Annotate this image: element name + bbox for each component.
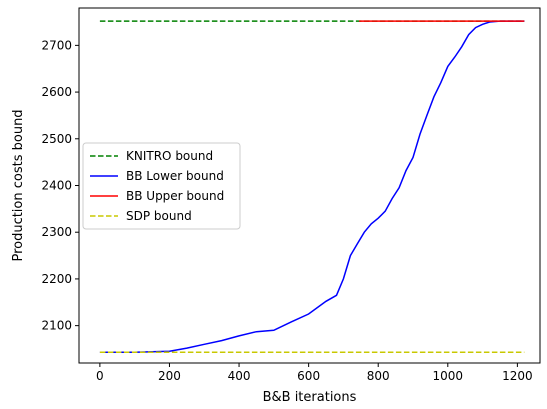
legend-entry: BB Lower bound [126, 169, 224, 183]
y-tick-label: 2400 [41, 179, 72, 193]
y-tick-label: 2300 [41, 225, 72, 239]
legend: KNITRO bound BB Lower bound BB Upper bound… [82, 142, 241, 230]
series-line-bb-lower-bound [99, 20, 525, 354]
y-tick-label: 2200 [41, 272, 72, 286]
x-tick-label: 800 [367, 369, 390, 383]
series-layer [99, 20, 525, 354]
y-tick-label: 2700 [41, 38, 72, 52]
legend-entry: SDP bound [126, 209, 192, 223]
y-tick-label: 2100 [41, 319, 72, 333]
x-tick-label: 0 [96, 369, 104, 383]
x-tick-label: 1200 [502, 369, 533, 383]
x-axis-label: B&B iterations [263, 390, 357, 405]
x-tick-label: 400 [228, 369, 251, 383]
legend-entry: KNITRO bound [126, 149, 213, 163]
legend-entry: BB Upper bound [126, 189, 224, 203]
y-axis-label: Production costs bound [11, 109, 26, 261]
legend-box [82, 142, 241, 230]
y-tick-label: 2600 [41, 85, 72, 99]
x-tick-label: 1000 [433, 369, 464, 383]
x-axis: 0 200 400 600 800 1000 1200 [96, 363, 533, 383]
y-tick-label: 2500 [41, 132, 72, 146]
x-tick-label: 200 [158, 369, 181, 383]
x-tick-label: 600 [297, 369, 320, 383]
y-axis: 2100 2200 2300 2400 2500 2600 2700 [41, 38, 79, 333]
